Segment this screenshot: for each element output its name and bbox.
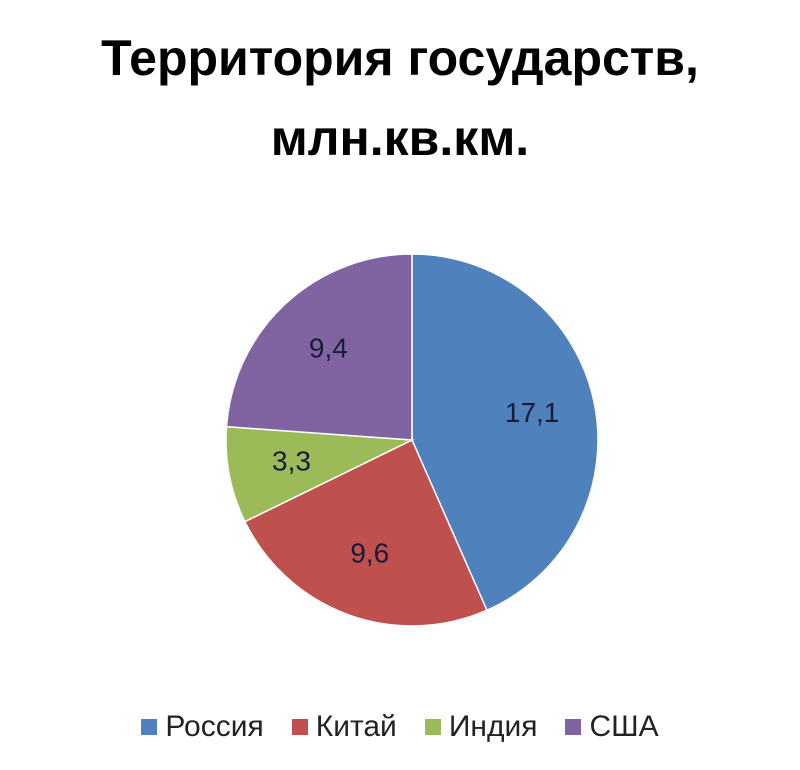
legend-item: США: [565, 710, 659, 744]
chart-title: Территория государств, млн.кв.км.: [101, 30, 699, 166]
data-label: 3,3: [272, 446, 311, 477]
legend-swatch: [291, 719, 308, 735]
legend-label: Китай: [315, 710, 397, 743]
data-label: 9,4: [309, 333, 348, 364]
legend-item: Индия: [424, 710, 538, 744]
legend-label: Россия: [165, 710, 264, 743]
legend-swatch: [424, 719, 441, 735]
legend-item: Китай: [291, 710, 397, 744]
pie-slice: [225, 253, 413, 441]
pie-slice: [411, 253, 599, 612]
legend-label: США: [589, 710, 659, 743]
data-label: 9,6: [350, 538, 389, 569]
legend: Россия Китай Индия США: [0, 710, 800, 744]
pie-slice: [225, 425, 415, 523]
pie-slice: [243, 438, 488, 627]
legend-label: Индия: [448, 710, 538, 743]
legend-swatch: [565, 719, 582, 735]
data-label: 17,1: [505, 397, 560, 428]
legend-swatch: [141, 719, 158, 735]
legend-item: Россия: [141, 710, 264, 744]
